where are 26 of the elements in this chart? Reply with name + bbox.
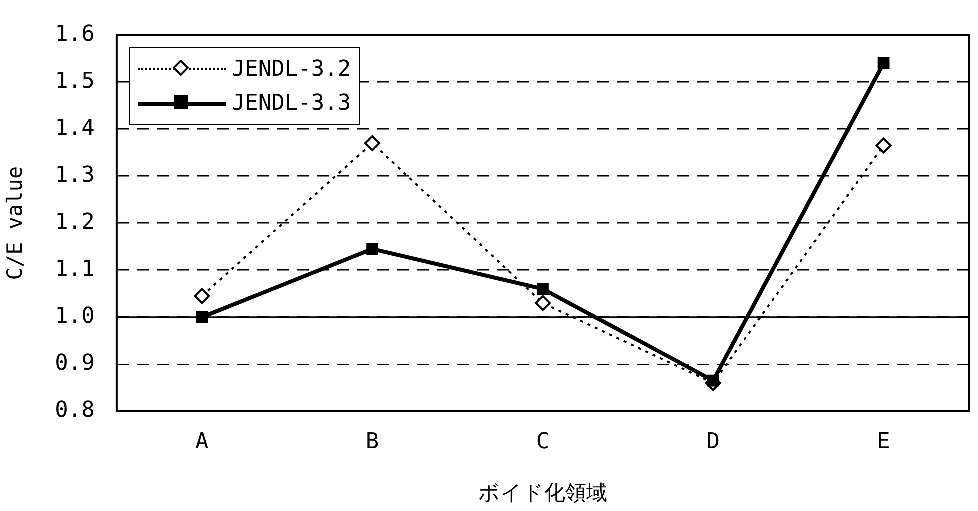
x-tick-label: D (706, 429, 720, 454)
point (537, 283, 549, 296)
point (534, 295, 551, 312)
x-tick-label: E (877, 429, 890, 454)
x-tick-label: C (536, 429, 550, 454)
y-tick-label: 1.0 (55, 304, 95, 330)
point (366, 243, 379, 256)
legend-label: JENDL-3.2 (232, 56, 352, 82)
y-tick-label: 0.8 (55, 398, 95, 424)
x-tick-label: A (196, 429, 209, 454)
y-tick-label: 0.9 (55, 351, 95, 376)
y-tick-label: 1.3 (55, 162, 95, 188)
legend-label: JENDL-3.3 (232, 90, 352, 116)
y-tick-label: 1.6 (55, 22, 95, 47)
x-axis-title: ボイド化領域 (478, 480, 608, 505)
y-tick-label: 1.1 (55, 257, 95, 282)
y-tick-label: 1.4 (55, 116, 95, 141)
point (878, 57, 890, 70)
point (196, 311, 208, 324)
y-tick-label: 1.5 (55, 68, 95, 94)
point (364, 135, 381, 152)
y-tick-label: 1.2 (55, 210, 95, 236)
x-tick-label: B (366, 429, 380, 454)
y-axis-title: C/E value (3, 166, 28, 280)
point (876, 138, 892, 154)
point (194, 288, 210, 304)
